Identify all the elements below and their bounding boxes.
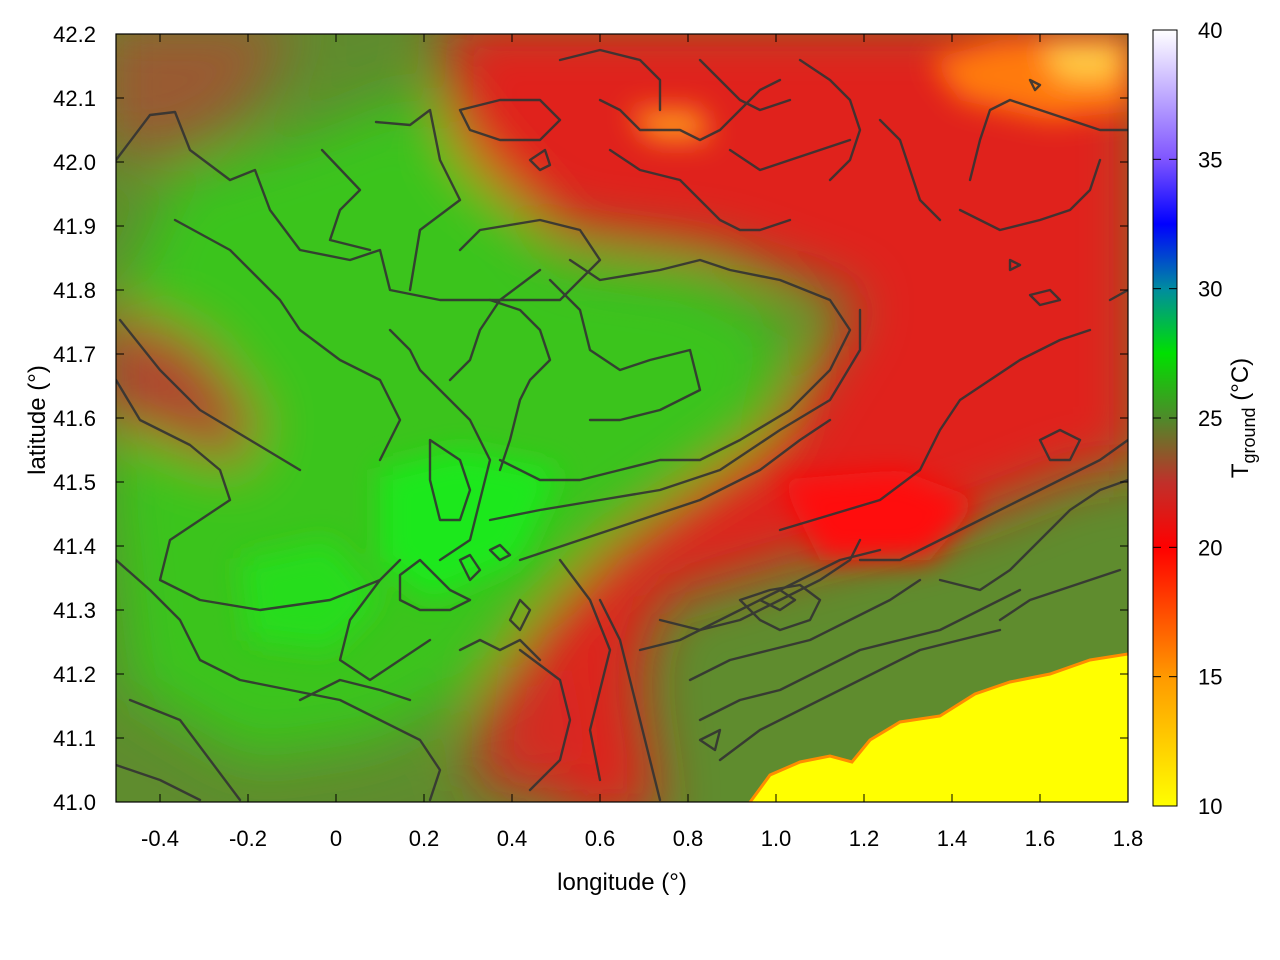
colorbar-label-main: T: [1227, 463, 1254, 478]
y-tick-label: 42.2: [53, 22, 96, 47]
x-tick-label: 1.6: [1025, 826, 1056, 851]
x-tick-label: 1.8: [1113, 826, 1144, 851]
x-tick-label: 0.8: [673, 826, 704, 851]
plot-frame: -0.4 -0.2 0 0.2 0.4 0.6 0.8 1.0 1.2 1.4 1.6 1.8 41.…: [53, 22, 1143, 851]
x-axis-ticks: -0.4 -0.2 0 0.2 0.4 0.6 0.8 1.0 1.2 1.4 1.6 1.8: [141, 34, 1143, 851]
colorbar-tick-label: 15: [1198, 665, 1222, 690]
y-tick-label: 41.0: [53, 790, 96, 815]
y-tick-label: 41.2: [53, 662, 96, 687]
x-tick-label: 0: [330, 826, 342, 851]
colorbar-label-sub: ground: [1239, 407, 1259, 463]
y-tick-label: 41.7: [53, 342, 96, 367]
y-tick-label: 41.6: [53, 406, 96, 431]
y-tick-label: 41.4: [53, 534, 96, 559]
colorbar: 10 15 20 25 30 35 40 Tground (°C): [1152, 18, 1259, 819]
y-tick-label: 42.0: [53, 150, 96, 175]
x-tick-label: 1.0: [761, 826, 792, 851]
x-tick-label: -0.2: [229, 826, 267, 851]
colorbar-label-unit: (°C): [1227, 358, 1254, 408]
colorbar-label: Tground (°C): [1227, 358, 1259, 478]
colorbar-ticks: 10 15 20 25 30 35 40: [1153, 18, 1222, 819]
colorbar-tick-label: 10: [1198, 794, 1222, 819]
colorbar-tick-label: 35: [1198, 147, 1222, 172]
x-tick-label: 1.2: [849, 826, 880, 851]
y-tick-label: 41.8: [53, 278, 96, 303]
x-tick-label: 0.6: [585, 826, 616, 851]
x-tick-label: 0.4: [497, 826, 528, 851]
y-axis-ticks: 41.0 41.1 41.2 41.3 41.4 41.5 41.6 41.7 41.8 41.9…: [53, 22, 1128, 815]
heatmap-field: [116, 34, 1128, 802]
x-axis-label: longitude (°): [557, 869, 687, 896]
y-tick-label: 41.5: [53, 470, 96, 495]
contour-lines: [116, 48, 1128, 802]
y-tick-label: 42.1: [53, 86, 96, 111]
y-tick-label: 41.9: [53, 214, 96, 239]
colorbar-tick-label: 20: [1198, 535, 1222, 560]
colorbar-tick-label: 40: [1198, 18, 1222, 43]
colorbar-tick-label: 25: [1198, 406, 1222, 431]
colorbar-tick-label: 30: [1198, 277, 1222, 302]
y-tick-label: 41.3: [53, 598, 96, 623]
x-tick-label: 0.2: [409, 826, 440, 851]
y-axis-label: latitude (°): [24, 365, 51, 475]
x-tick-label: -0.4: [141, 826, 179, 851]
y-tick-label: 41.1: [53, 726, 96, 751]
x-tick-label: 1.4: [937, 826, 968, 851]
